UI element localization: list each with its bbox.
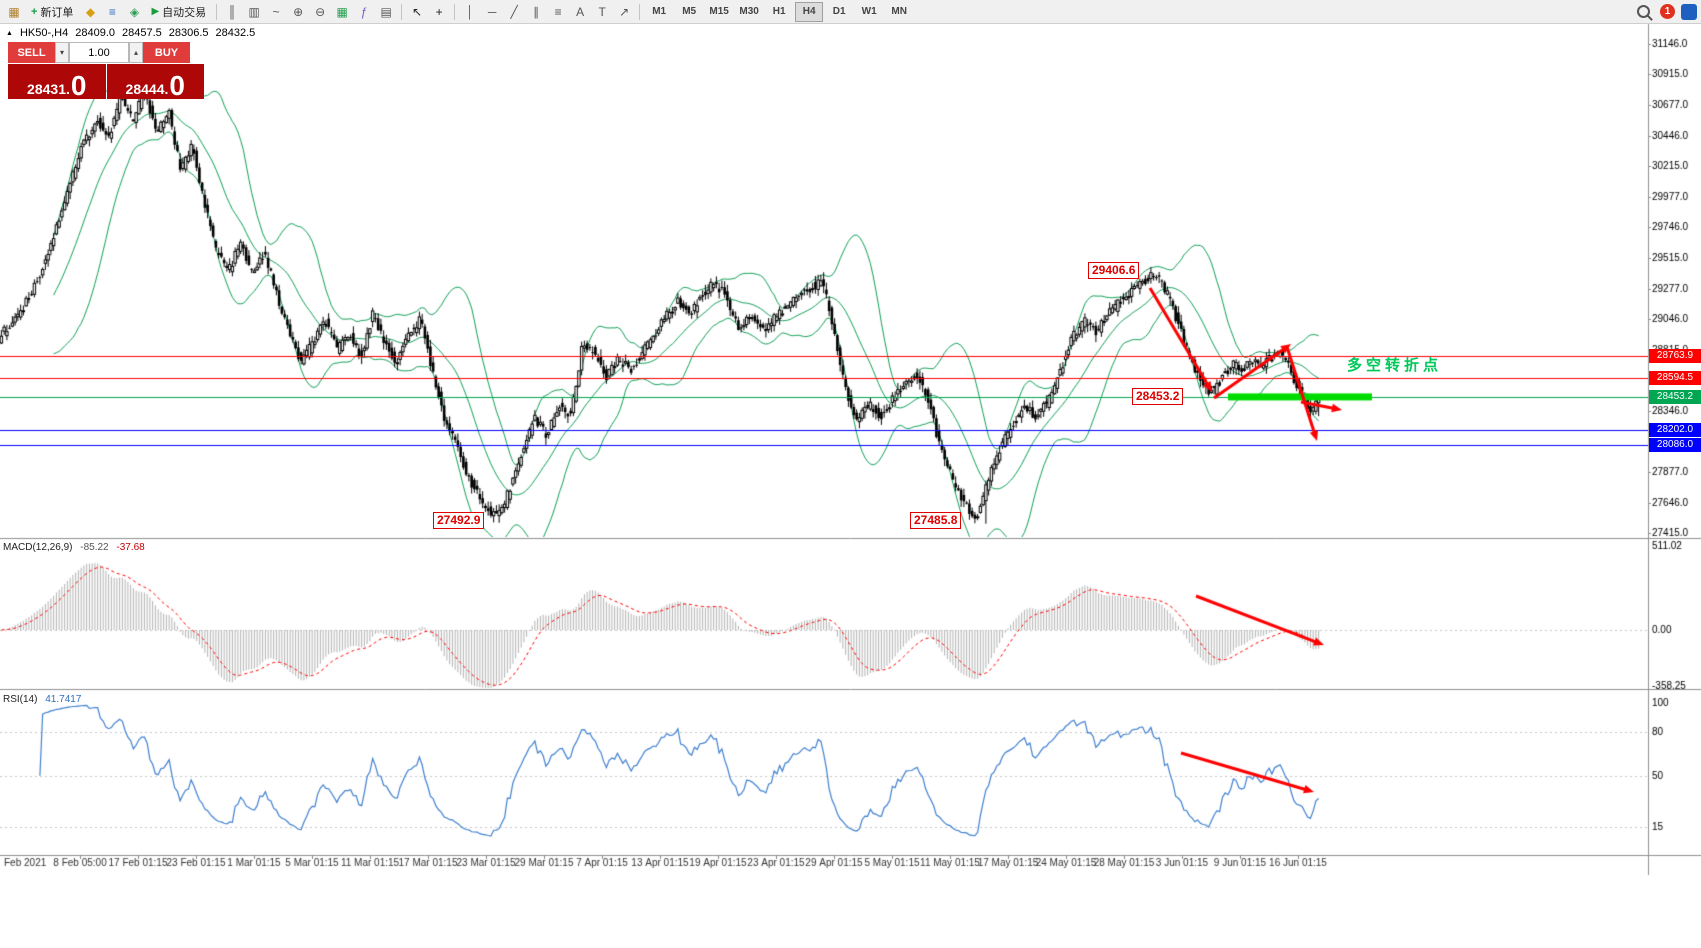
volume-input[interactable]	[69, 42, 129, 63]
turning-point-note[interactable]: 多空转折点	[1347, 357, 1443, 374]
axis-price-tag: 28453.2	[1649, 389, 1701, 404]
symbol-title: HK50-,H4	[19, 27, 69, 39]
timeframe-button-w1[interactable]: W1	[861, 6, 877, 17]
label-tool-icon[interactable]: T	[598, 4, 606, 19]
indicators-icon[interactable]: ƒ	[360, 4, 368, 19]
navigator-icon[interactable]: ◈	[129, 4, 140, 19]
macd-main-value: -85.22	[80, 542, 109, 553]
fibonacci-icon[interactable]: ≡	[554, 4, 562, 19]
sell-price-pips: 0	[70, 69, 87, 101]
macd-indicator-header: MACD(12,26,9) -85.22 -37.68	[3, 542, 145, 553]
candlestick-chart-icon[interactable]: ▥	[248, 4, 260, 19]
profile-icon[interactable]: ◆	[85, 4, 96, 19]
text-tool-icon[interactable]: A	[576, 4, 585, 19]
new-order-icon: +	[31, 5, 38, 18]
macd-label: MACD(12,26,9)	[3, 542, 73, 553]
collapse-widget-icon[interactable]: ▲	[6, 29, 13, 37]
search-icon[interactable]	[1637, 5, 1650, 18]
templates-icon[interactable]: ▤	[380, 4, 392, 19]
auto-trading-label: 自动交易	[162, 6, 207, 19]
timeframe-button-m15[interactable]: M15	[709, 6, 729, 17]
chart-window-icon[interactable]: ▦	[8, 4, 20, 19]
sell-button[interactable]: SELL	[8, 42, 55, 63]
symbol-info-bar: ▲ HK50-,H4 28409.0 28457.5 28306.5 28432…	[6, 27, 255, 39]
rsi-indicator-header: RSI(14) 41.7417	[3, 694, 81, 705]
new-order-label: 新订单	[40, 6, 74, 19]
toolbar-separator	[216, 3, 218, 20]
zoom-in-icon[interactable]: ⊕	[293, 4, 304, 19]
ohlc-open: 28409.0	[75, 27, 115, 39]
timeframe-button-h1[interactable]: H1	[772, 6, 786, 17]
rsi-value: 41.7417	[45, 694, 82, 705]
toolbar: ▦ + 新订单 ◆ ≡ ◈ ▶ 自动交易 ║ ▥ ~ ⊕ ⊖ ▦ ƒ ▤ ↖ +…	[0, 0, 1701, 24]
price-callout[interactable]: 27485.8	[910, 512, 962, 529]
timeframe-button-m30[interactable]: M30	[739, 6, 759, 17]
timeframe-button-m5[interactable]: M5	[682, 6, 697, 17]
timeframe-button-d1[interactable]: D1	[832, 6, 846, 17]
toolbar-separator	[454, 3, 456, 20]
tile-windows-icon[interactable]: ▦	[336, 4, 348, 19]
ohlc-high: 28457.5	[122, 27, 162, 39]
price-callout[interactable]: 29406.6	[1088, 262, 1140, 279]
axis-price-tag: 28594.5	[1649, 371, 1701, 386]
price-callout[interactable]: 28453.2	[1132, 388, 1184, 405]
toolbar-separator	[639, 3, 641, 20]
cursor-icon[interactable]: ↖	[412, 4, 423, 19]
auto-trading-button[interactable]: ▶ 自动交易	[146, 2, 211, 22]
new-order-button[interactable]: + 新订单	[26, 2, 78, 22]
buy-price-pips: 0	[169, 69, 185, 101]
bars-chart-icon[interactable]: ║	[227, 4, 237, 19]
horizontal-line-icon[interactable]: ─	[487, 4, 497, 19]
market-watch-icon[interactable]: ≡	[108, 4, 116, 19]
sell-price-main: 28431.	[27, 80, 70, 97]
app-logo-icon	[1681, 3, 1697, 20]
timeframe-button-h4[interactable]: H4	[795, 1, 824, 22]
price-callout[interactable]: 27492.9	[433, 512, 485, 529]
buy-button[interactable]: BUY	[143, 42, 190, 63]
channel-icon[interactable]: ∥	[533, 4, 540, 19]
volume-decrease-button[interactable]: ▾	[55, 42, 69, 63]
rsi-label: RSI(14)	[3, 694, 38, 705]
arrow-tool-icon[interactable]: ↗	[619, 4, 630, 19]
ohlc-low: 28306.5	[168, 27, 209, 39]
crosshair-icon[interactable]: +	[435, 4, 443, 19]
axis-price-tag: 28086.0	[1649, 438, 1701, 453]
axis-price-tag: 28763.9	[1649, 349, 1701, 364]
line-chart-icon[interactable]: ~	[272, 4, 280, 19]
notification-badge[interactable]: 1	[1660, 4, 1675, 19]
buy-price-main: 28444.	[125, 80, 169, 97]
macd-signal-value: -37.68	[116, 542, 145, 553]
zoom-out-icon[interactable]: ⊖	[315, 4, 326, 19]
vertical-line-icon[interactable]: │	[466, 4, 474, 19]
buy-price-display[interactable]: 28444. 0	[106, 64, 204, 101]
one-click-trading-widget: SELL ▾ ▴ BUY 28431.0 28444.0	[8, 42, 204, 99]
trendline-icon[interactable]: ╱	[510, 4, 518, 19]
timeframe-button-mn[interactable]: MN	[891, 6, 907, 17]
sell-price-display[interactable]: 28431. 0	[8, 64, 106, 99]
toolbar-separator	[401, 3, 403, 20]
ohlc-close: 28432.5	[215, 27, 256, 39]
volume-increase-button[interactable]: ▴	[129, 42, 143, 63]
auto-trading-icon: ▶	[151, 6, 160, 17]
axis-price-tag: 28202.0	[1649, 422, 1701, 437]
timeframe-button-m1[interactable]: M1	[652, 6, 667, 17]
